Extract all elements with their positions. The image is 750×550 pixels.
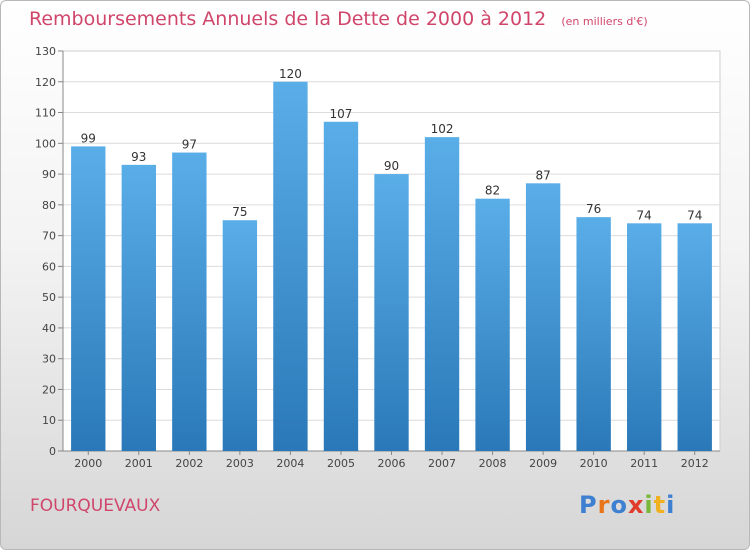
bar-2006: [374, 174, 409, 452]
bar-2004: [273, 81, 308, 452]
y-tick-label: 20: [42, 383, 56, 396]
x-tick-label: 2009: [529, 457, 557, 470]
x-tick-label: 2006: [378, 457, 406, 470]
commune-name: FOURQUEVAUX: [30, 496, 161, 516]
x-tick-label: 2004: [276, 457, 304, 470]
y-tick-label: 60: [42, 260, 56, 273]
bar-2003: [222, 220, 258, 451]
y-tick-label: 0: [49, 445, 56, 458]
logo-letter: o: [610, 491, 628, 519]
bar-value-label: 107: [330, 107, 353, 121]
y-tick-label: 30: [42, 353, 56, 366]
title-text: Remboursements Annuels de la Dette de 20…: [29, 8, 547, 30]
y-tick-label: 90: [42, 168, 56, 181]
chart-title: Remboursements Annuels de la Dette de 20…: [29, 8, 648, 30]
logo-letter: r: [597, 491, 611, 519]
y-tick-label: 10: [42, 414, 56, 427]
bar-value-label: 93: [131, 150, 146, 164]
logo-letter: P: [579, 491, 598, 519]
proxiti-logo: Proxiti: [579, 491, 675, 519]
y-tick-label: 40: [42, 322, 56, 335]
bar-2011: [627, 223, 662, 451]
logo-letter: t: [653, 491, 667, 519]
x-tick-label: 2003: [226, 457, 254, 470]
logo-letter: x: [627, 491, 645, 519]
bar-2010: [576, 217, 611, 451]
bar-value-label: 76: [586, 202, 601, 216]
x-tick-label: 2012: [681, 457, 709, 470]
bar-value-label: 74: [637, 208, 652, 222]
y-tick-label: 110: [35, 107, 56, 120]
bar-value-label: 120: [279, 67, 302, 81]
bar-value-label: 74: [687, 208, 702, 222]
bar-value-label: 87: [535, 168, 550, 182]
bar-2002: [172, 152, 207, 452]
bar-value-label: 82: [485, 184, 500, 198]
bar-value-label: 99: [81, 131, 96, 145]
title-unit: (en milliers d'€): [561, 15, 648, 28]
x-tick-label: 2011: [630, 457, 658, 470]
bar-2008: [475, 198, 510, 451]
y-tick-label: 80: [42, 199, 56, 212]
x-tick-label: 2008: [479, 457, 507, 470]
y-tick-label: 50: [42, 291, 56, 304]
bar-2000: [71, 146, 106, 451]
bar-2009: [525, 183, 561, 452]
x-tick-label: 2001: [125, 457, 153, 470]
x-tick-label: 2000: [74, 457, 102, 470]
bar-2012: [677, 223, 712, 451]
y-tick-label: 70: [42, 230, 56, 243]
bar-value-label: 97: [182, 138, 197, 152]
x-tick-label: 2007: [428, 457, 456, 470]
y-tick-label: 120: [35, 76, 56, 89]
bar-value-label: 90: [384, 159, 399, 173]
y-tick-label: 100: [35, 137, 56, 150]
bar-2005: [323, 121, 359, 452]
logo-letter: i: [644, 491, 654, 519]
logo-letter: i: [666, 491, 676, 519]
x-tick-label: 2010: [580, 457, 608, 470]
bar-2007: [424, 137, 460, 451]
x-tick-label: 2002: [175, 457, 203, 470]
y-tick-label: 130: [35, 45, 56, 58]
x-tick-label: 2005: [327, 457, 355, 470]
bar-2001: [121, 164, 156, 451]
bar-value-label: 102: [431, 122, 454, 136]
bar-value-label: 75: [232, 205, 247, 219]
